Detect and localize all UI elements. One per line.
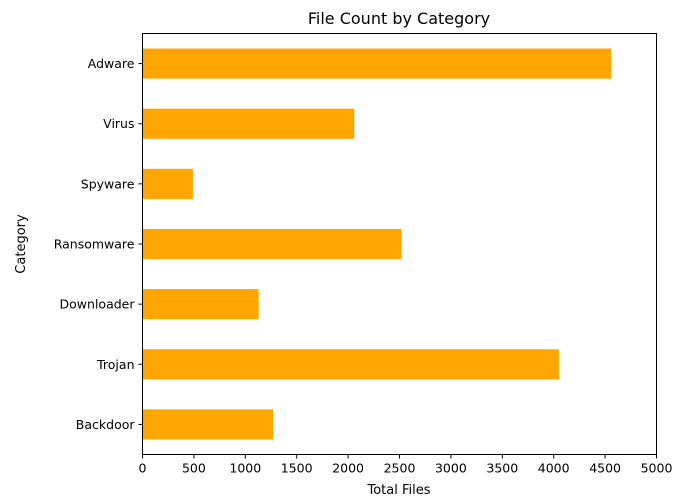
x-tick-label: 2000 (332, 461, 364, 476)
bar-backdoor (142, 409, 274, 440)
x-axis-ticks: 0 500 1000 1500 2000 2500 3000 3500 4000 4500 5000 (139, 454, 673, 476)
bar-virus (142, 108, 355, 139)
y-tick-label: Downloader (60, 297, 136, 312)
y-axis-ticks: Adware Virus Spyware Ransomware Downloader Tr… (54, 56, 143, 432)
x-tick-label: 5000 (641, 461, 673, 476)
x-axis-label: Total Files (366, 483, 430, 498)
plot-frame (142, 33, 657, 455)
y-tick-label: Spyware (81, 176, 135, 191)
x-tick-label: 500 (182, 461, 206, 476)
y-tick-label: Backdoor (76, 417, 136, 432)
bar-downloader (142, 289, 259, 320)
x-tick-label: 4000 (538, 461, 570, 476)
y-axis-label: Category (14, 214, 29, 274)
x-tick-label: 1500 (281, 461, 313, 476)
y-tick-label: Adware (88, 56, 135, 71)
chart-title: File Count by Category (308, 9, 490, 28)
bar-adware (142, 48, 612, 79)
y-tick-label: Trojan (96, 357, 134, 372)
bar-spyware (142, 168, 193, 199)
x-tick-label: 0 (139, 461, 147, 476)
bar-ransomware (142, 228, 402, 260)
bar-trojan (142, 349, 559, 380)
x-tick-label: 3500 (486, 461, 518, 476)
x-tick-label: 2500 (384, 461, 416, 476)
x-tick-label: 4500 (589, 461, 621, 476)
y-tick-label: Virus (103, 116, 134, 131)
x-tick-label: 1000 (229, 461, 261, 476)
bars-group (142, 48, 612, 440)
x-tick-label: 3000 (435, 461, 467, 476)
y-tick-label: Ransomware (54, 237, 135, 252)
